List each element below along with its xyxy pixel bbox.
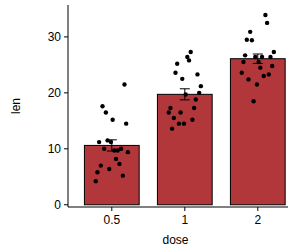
point	[175, 62, 179, 66]
bar	[157, 94, 212, 204]
error-stem	[184, 89, 185, 100]
point	[241, 60, 245, 64]
point	[114, 157, 118, 161]
y-tick-label: 30	[48, 30, 62, 44]
point	[167, 110, 171, 114]
y-tick	[64, 36, 68, 37]
point	[240, 71, 244, 75]
point	[109, 140, 113, 144]
point	[260, 55, 264, 59]
error-cap	[107, 151, 117, 152]
x-tick	[111, 207, 112, 211]
y-tick-label: 0	[54, 198, 61, 212]
bar	[230, 59, 285, 205]
point	[126, 150, 130, 154]
point	[178, 110, 182, 114]
point	[187, 58, 191, 62]
point	[102, 147, 106, 151]
point	[197, 91, 201, 95]
point	[194, 97, 198, 101]
point	[190, 118, 194, 122]
point	[267, 72, 271, 76]
point	[189, 50, 193, 54]
error-stem	[111, 140, 112, 151]
point	[172, 116, 176, 120]
x-axis-line	[68, 207, 288, 208]
point	[122, 82, 126, 86]
point	[258, 65, 262, 69]
point	[270, 64, 274, 68]
point	[248, 30, 252, 34]
y-tick	[64, 204, 68, 205]
x-tick-label: 2	[254, 213, 261, 227]
point	[124, 121, 128, 125]
point	[245, 37, 249, 41]
error-cap	[180, 99, 190, 100]
point	[110, 118, 114, 122]
point	[265, 21, 269, 25]
y-tick-label: 10	[48, 142, 62, 156]
error-cap	[253, 54, 263, 55]
point	[95, 170, 99, 174]
error-bar	[180, 89, 190, 100]
point	[107, 167, 111, 171]
point	[262, 74, 266, 78]
point	[183, 92, 187, 96]
point	[246, 77, 250, 81]
error-bar	[107, 140, 117, 151]
point	[117, 162, 121, 166]
x-tick-label: 1	[181, 213, 188, 227]
error-bar	[253, 54, 263, 63]
point	[100, 104, 104, 108]
point	[99, 163, 103, 167]
point	[182, 121, 186, 125]
y-axis-label: len	[9, 98, 23, 114]
point	[199, 84, 203, 88]
point	[268, 55, 272, 59]
point	[251, 99, 255, 103]
point	[170, 126, 174, 130]
x-tick-label: 0.5	[103, 213, 120, 227]
point	[94, 179, 98, 183]
point	[180, 77, 184, 81]
point	[243, 53, 247, 57]
y-tick	[64, 92, 68, 93]
point	[177, 121, 181, 125]
point	[272, 50, 276, 54]
chart: 0 10 20 30 0.5 1 2 dose len	[0, 0, 288, 252]
point	[250, 38, 254, 42]
y-tick-label: 20	[48, 86, 62, 100]
error-cap	[107, 139, 117, 140]
plot-area	[84, 13, 285, 205]
error-cap	[253, 63, 263, 64]
x-tick	[257, 207, 258, 211]
point	[116, 148, 120, 152]
point	[121, 173, 125, 177]
point	[195, 72, 199, 76]
error-cap	[180, 88, 190, 89]
error-stem	[257, 54, 258, 63]
point	[263, 13, 267, 17]
point	[104, 110, 108, 114]
point	[168, 106, 172, 110]
point	[255, 82, 259, 86]
y-tick	[64, 148, 68, 149]
point	[253, 55, 257, 59]
point	[192, 106, 196, 110]
point	[97, 140, 101, 144]
x-tick	[184, 207, 185, 211]
x-axis-label: dose	[162, 233, 188, 247]
y-axis-line	[68, 5, 69, 207]
point	[173, 71, 177, 75]
bar	[84, 145, 139, 204]
